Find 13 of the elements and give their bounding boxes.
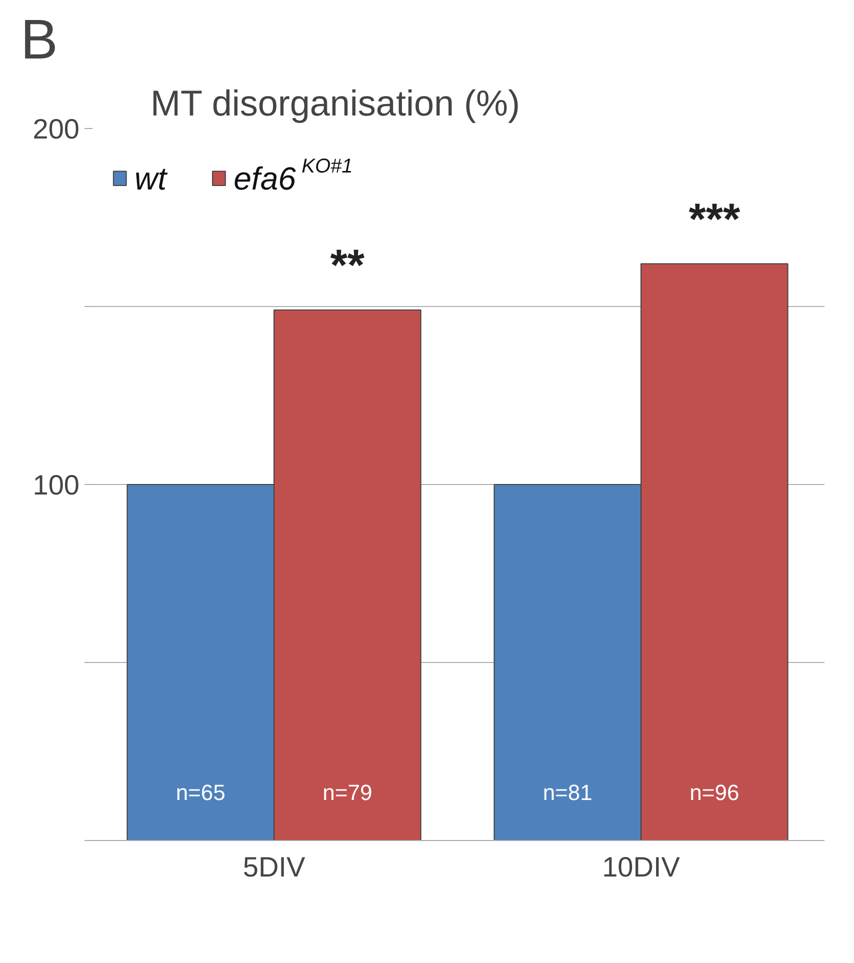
annotation: n=65 [176,780,226,805]
text: B [20,8,58,70]
annotation: n=79 [322,780,372,805]
x-tick-label: 10DIV [602,852,680,882]
y-tick-label: 200 [32,114,80,144]
y-tick-label: 100 [32,470,80,500]
x-tick-label: 5DIV [242,852,306,882]
annotation: n=81 [542,780,592,805]
annotation: *** [688,194,741,244]
annotation: n=96 [690,780,740,805]
chart-title: MT disorganisation (%) [150,82,520,124]
annotation: ** [330,241,366,290]
legend-label: wt [134,160,168,196]
